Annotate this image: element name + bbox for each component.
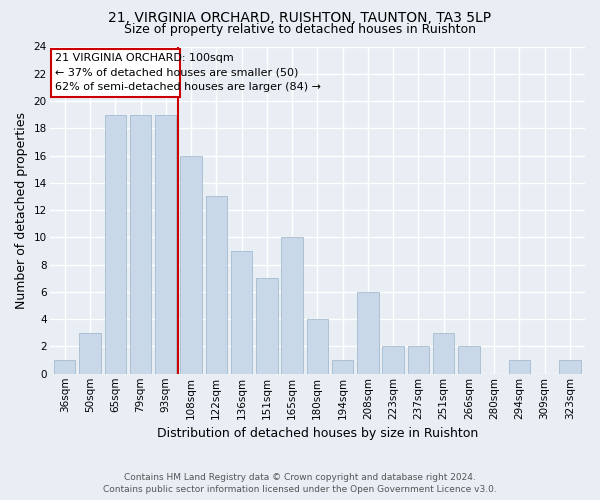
Bar — [256, 278, 278, 374]
Text: 21, VIRGINIA ORCHARD, RUISHTON, TAUNTON, TA3 5LP: 21, VIRGINIA ORCHARD, RUISHTON, TAUNTON,… — [109, 11, 491, 25]
Bar — [155, 114, 176, 374]
Bar — [231, 251, 252, 374]
Bar — [509, 360, 530, 374]
Bar — [206, 196, 227, 374]
Text: Contains HM Land Registry data © Crown copyright and database right 2024.
Contai: Contains HM Land Registry data © Crown c… — [103, 472, 497, 494]
Bar — [54, 360, 76, 374]
Text: 21 VIRGINIA ORCHARD: 100sqm: 21 VIRGINIA ORCHARD: 100sqm — [55, 52, 233, 62]
Bar — [357, 292, 379, 374]
Bar — [332, 360, 353, 374]
Bar — [180, 156, 202, 374]
Bar — [559, 360, 581, 374]
Text: ← 37% of detached houses are smaller (50): ← 37% of detached houses are smaller (50… — [55, 68, 298, 78]
Bar — [458, 346, 479, 374]
Bar — [104, 114, 126, 374]
Bar — [281, 238, 303, 374]
X-axis label: Distribution of detached houses by size in Ruishton: Distribution of detached houses by size … — [157, 427, 478, 440]
Bar — [130, 114, 151, 374]
Bar — [307, 319, 328, 374]
Bar — [433, 333, 454, 374]
Y-axis label: Number of detached properties: Number of detached properties — [15, 112, 28, 308]
Text: 62% of semi-detached houses are larger (84) →: 62% of semi-detached houses are larger (… — [55, 82, 320, 92]
Bar — [407, 346, 429, 374]
Text: Size of property relative to detached houses in Ruishton: Size of property relative to detached ho… — [124, 22, 476, 36]
Bar — [79, 333, 101, 374]
FancyBboxPatch shape — [51, 49, 179, 97]
Bar — [382, 346, 404, 374]
